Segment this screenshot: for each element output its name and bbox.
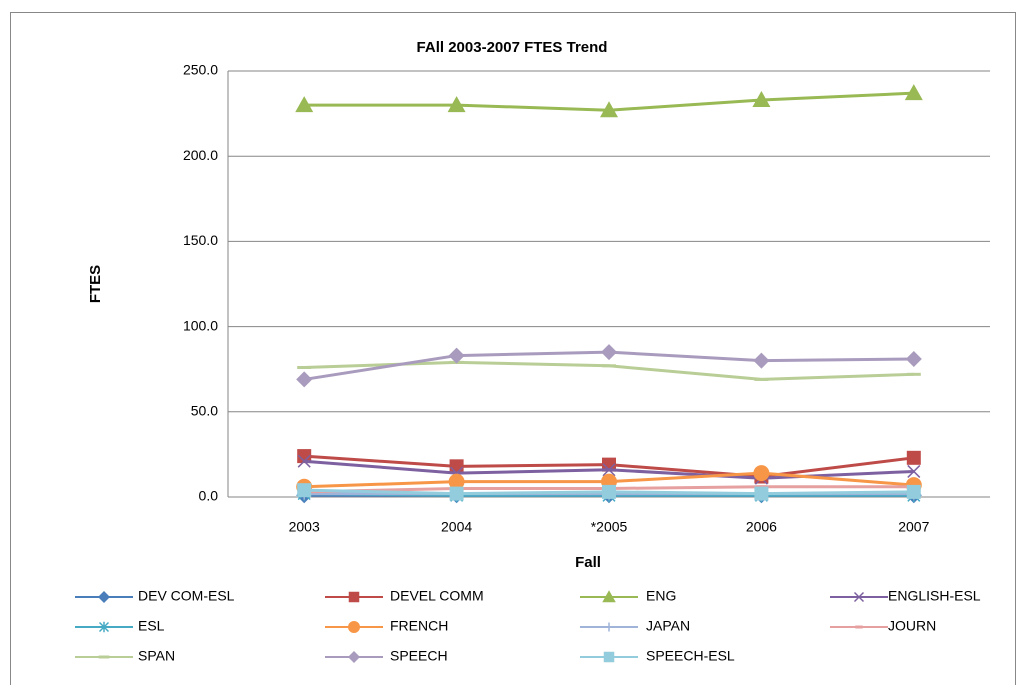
y-tick-label: 0.0 xyxy=(199,488,219,504)
marker xyxy=(296,371,313,388)
marker xyxy=(601,344,617,361)
x-tick-label: 2006 xyxy=(746,519,777,535)
marker xyxy=(448,473,465,490)
marker xyxy=(447,96,466,113)
x-axis-label: Fall xyxy=(575,554,601,571)
marker xyxy=(295,96,314,113)
legend-label: JAPAN xyxy=(646,618,690,634)
marker xyxy=(602,463,616,477)
marker xyxy=(753,352,770,369)
marker xyxy=(754,486,769,501)
x-tick-label: *2005 xyxy=(591,519,628,535)
y-tick-label: 250.0 xyxy=(183,62,218,78)
marker xyxy=(297,483,312,498)
x-tick-label: 2007 xyxy=(898,519,929,535)
legend-label: SPEECH xyxy=(390,648,448,664)
marker xyxy=(602,484,616,499)
marker xyxy=(907,464,921,478)
legend-marker xyxy=(98,621,110,633)
chart-border xyxy=(10,12,1016,685)
legend-label: JOURN xyxy=(888,618,936,634)
legend-label: DEVEL COMM xyxy=(390,588,484,604)
y-axis-label: FTES xyxy=(87,265,104,303)
marker xyxy=(297,449,312,464)
legend-label: ENG xyxy=(646,588,676,604)
legend-label: ENGLISH-ESL xyxy=(888,588,981,604)
y-tick-label: 200.0 xyxy=(183,147,218,163)
legend-label: ESL xyxy=(138,618,165,634)
marker xyxy=(904,84,923,101)
marker xyxy=(752,90,771,107)
x-tick-label: 2004 xyxy=(441,519,472,535)
marker xyxy=(600,101,618,118)
y-tick-label: 50.0 xyxy=(191,403,218,419)
marker xyxy=(449,486,464,501)
marker xyxy=(906,484,921,499)
x-tick-label: 2003 xyxy=(289,519,320,535)
legend-marker xyxy=(348,621,360,633)
y-tick-label: 150.0 xyxy=(183,232,218,248)
legend-label: SPAN xyxy=(138,648,175,664)
legend-label: FRENCH xyxy=(390,618,448,634)
legend-marker xyxy=(348,651,360,663)
legend-label: DEV COM-ESL xyxy=(138,588,235,604)
marker xyxy=(449,459,464,474)
legend-marker xyxy=(853,591,865,603)
legend-marker xyxy=(348,591,360,603)
marker xyxy=(448,347,465,364)
marker xyxy=(602,457,616,472)
legend-label: SPEECH-ESL xyxy=(646,648,735,664)
chart-title: FAll 2003-2007 FTES Trend xyxy=(417,39,608,56)
marker xyxy=(906,450,921,465)
legend-marker xyxy=(604,622,614,632)
legend-marker xyxy=(602,590,616,603)
y-tick-label: 100.0 xyxy=(183,317,218,333)
legend-marker xyxy=(98,591,110,603)
marker xyxy=(297,454,311,468)
legend-marker xyxy=(603,651,615,663)
marker xyxy=(905,350,922,367)
marker xyxy=(753,465,770,482)
